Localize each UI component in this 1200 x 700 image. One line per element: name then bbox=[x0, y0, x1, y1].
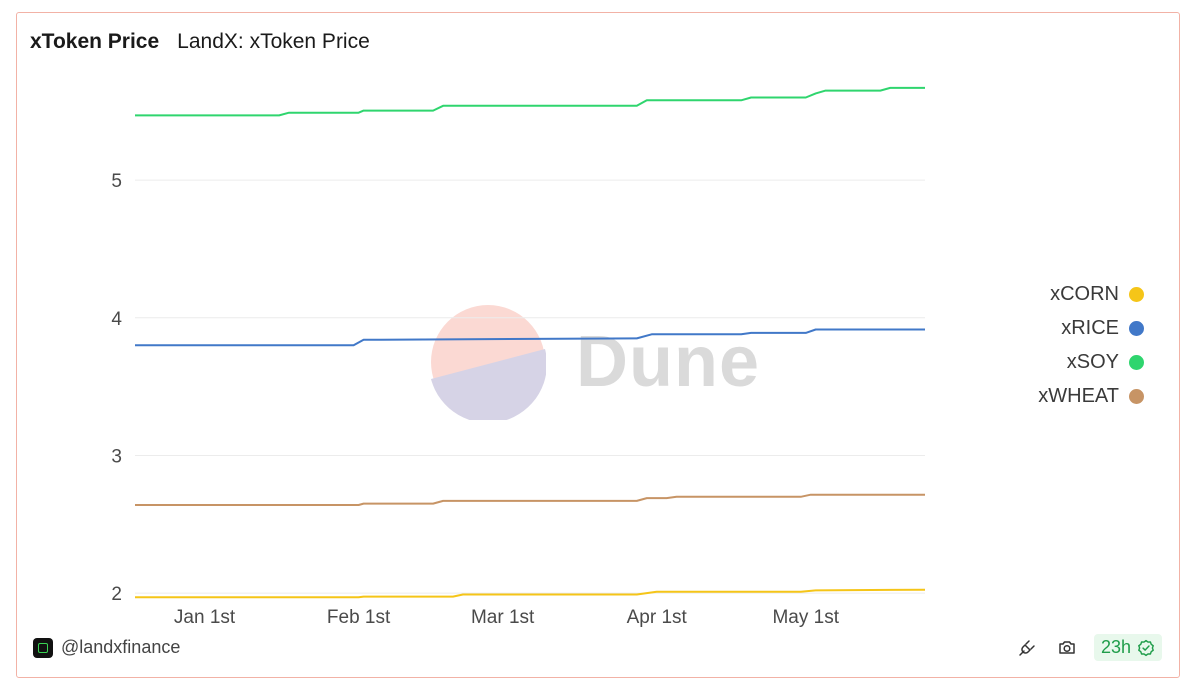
legend-dot-icon bbox=[1129, 321, 1144, 336]
legend-label: xRICE bbox=[1061, 317, 1119, 339]
author-handle[interactable]: @landxfinance bbox=[61, 637, 181, 657]
legend-item-xcorn[interactable]: xCORN bbox=[1050, 283, 1144, 306]
plug-icon[interactable] bbox=[1014, 635, 1040, 661]
legend-dot-icon bbox=[1129, 287, 1144, 302]
legend-item-xwheat[interactable]: xWHEAT bbox=[1038, 385, 1144, 408]
y-tick-label: 3 bbox=[111, 446, 122, 467]
x-tick-label: Mar 1st bbox=[471, 607, 535, 628]
series-line-xrice[interactable] bbox=[135, 328, 925, 347]
legend-dot-icon bbox=[1129, 355, 1144, 370]
chart-title: xToken Price bbox=[30, 30, 160, 53]
legend-label: xWHEAT bbox=[1038, 385, 1119, 407]
refresh-age: 23h bbox=[1100, 637, 1131, 657]
legend-item-xsoy[interactable]: xSOY bbox=[1067, 351, 1144, 374]
legend-item-xrice[interactable]: xRICE bbox=[1061, 317, 1144, 340]
refresh-badge[interactable]: 23h bbox=[1093, 634, 1162, 661]
author-info[interactable]: @landxfinance bbox=[33, 637, 180, 658]
x-tick-label: Jan 1st bbox=[174, 607, 236, 628]
y-tick-label: 4 bbox=[111, 309, 122, 330]
x-tick-label: Feb 1st bbox=[327, 607, 391, 628]
chart-subtitle: LandX: xToken Price bbox=[177, 30, 370, 53]
check-badge-icon bbox=[1138, 639, 1154, 656]
camera-icon[interactable] bbox=[1054, 635, 1080, 661]
y-tick-label: 5 bbox=[111, 171, 122, 192]
x-tick-label: Apr 1st bbox=[627, 607, 688, 628]
series-line-xcorn[interactable] bbox=[135, 588, 926, 599]
legend-label: xCORN bbox=[1050, 283, 1119, 305]
series-line-xsoy[interactable] bbox=[135, 86, 925, 117]
series-line-xwheat[interactable] bbox=[135, 493, 925, 506]
x-tick-label: May 1st bbox=[772, 607, 839, 628]
legend-dot-icon bbox=[1129, 389, 1144, 404]
footer-actions: 23h bbox=[1014, 634, 1162, 661]
y-tick-label: 2 bbox=[111, 584, 122, 605]
legend-label: xSOY bbox=[1066, 351, 1119, 373]
chart-legend: xCORN xRICE xSOY xWHEAT bbox=[1038, 283, 1144, 408]
author-avatar bbox=[33, 637, 53, 658]
chart-header: xToken Price LandX: xToken Price bbox=[30, 30, 370, 54]
